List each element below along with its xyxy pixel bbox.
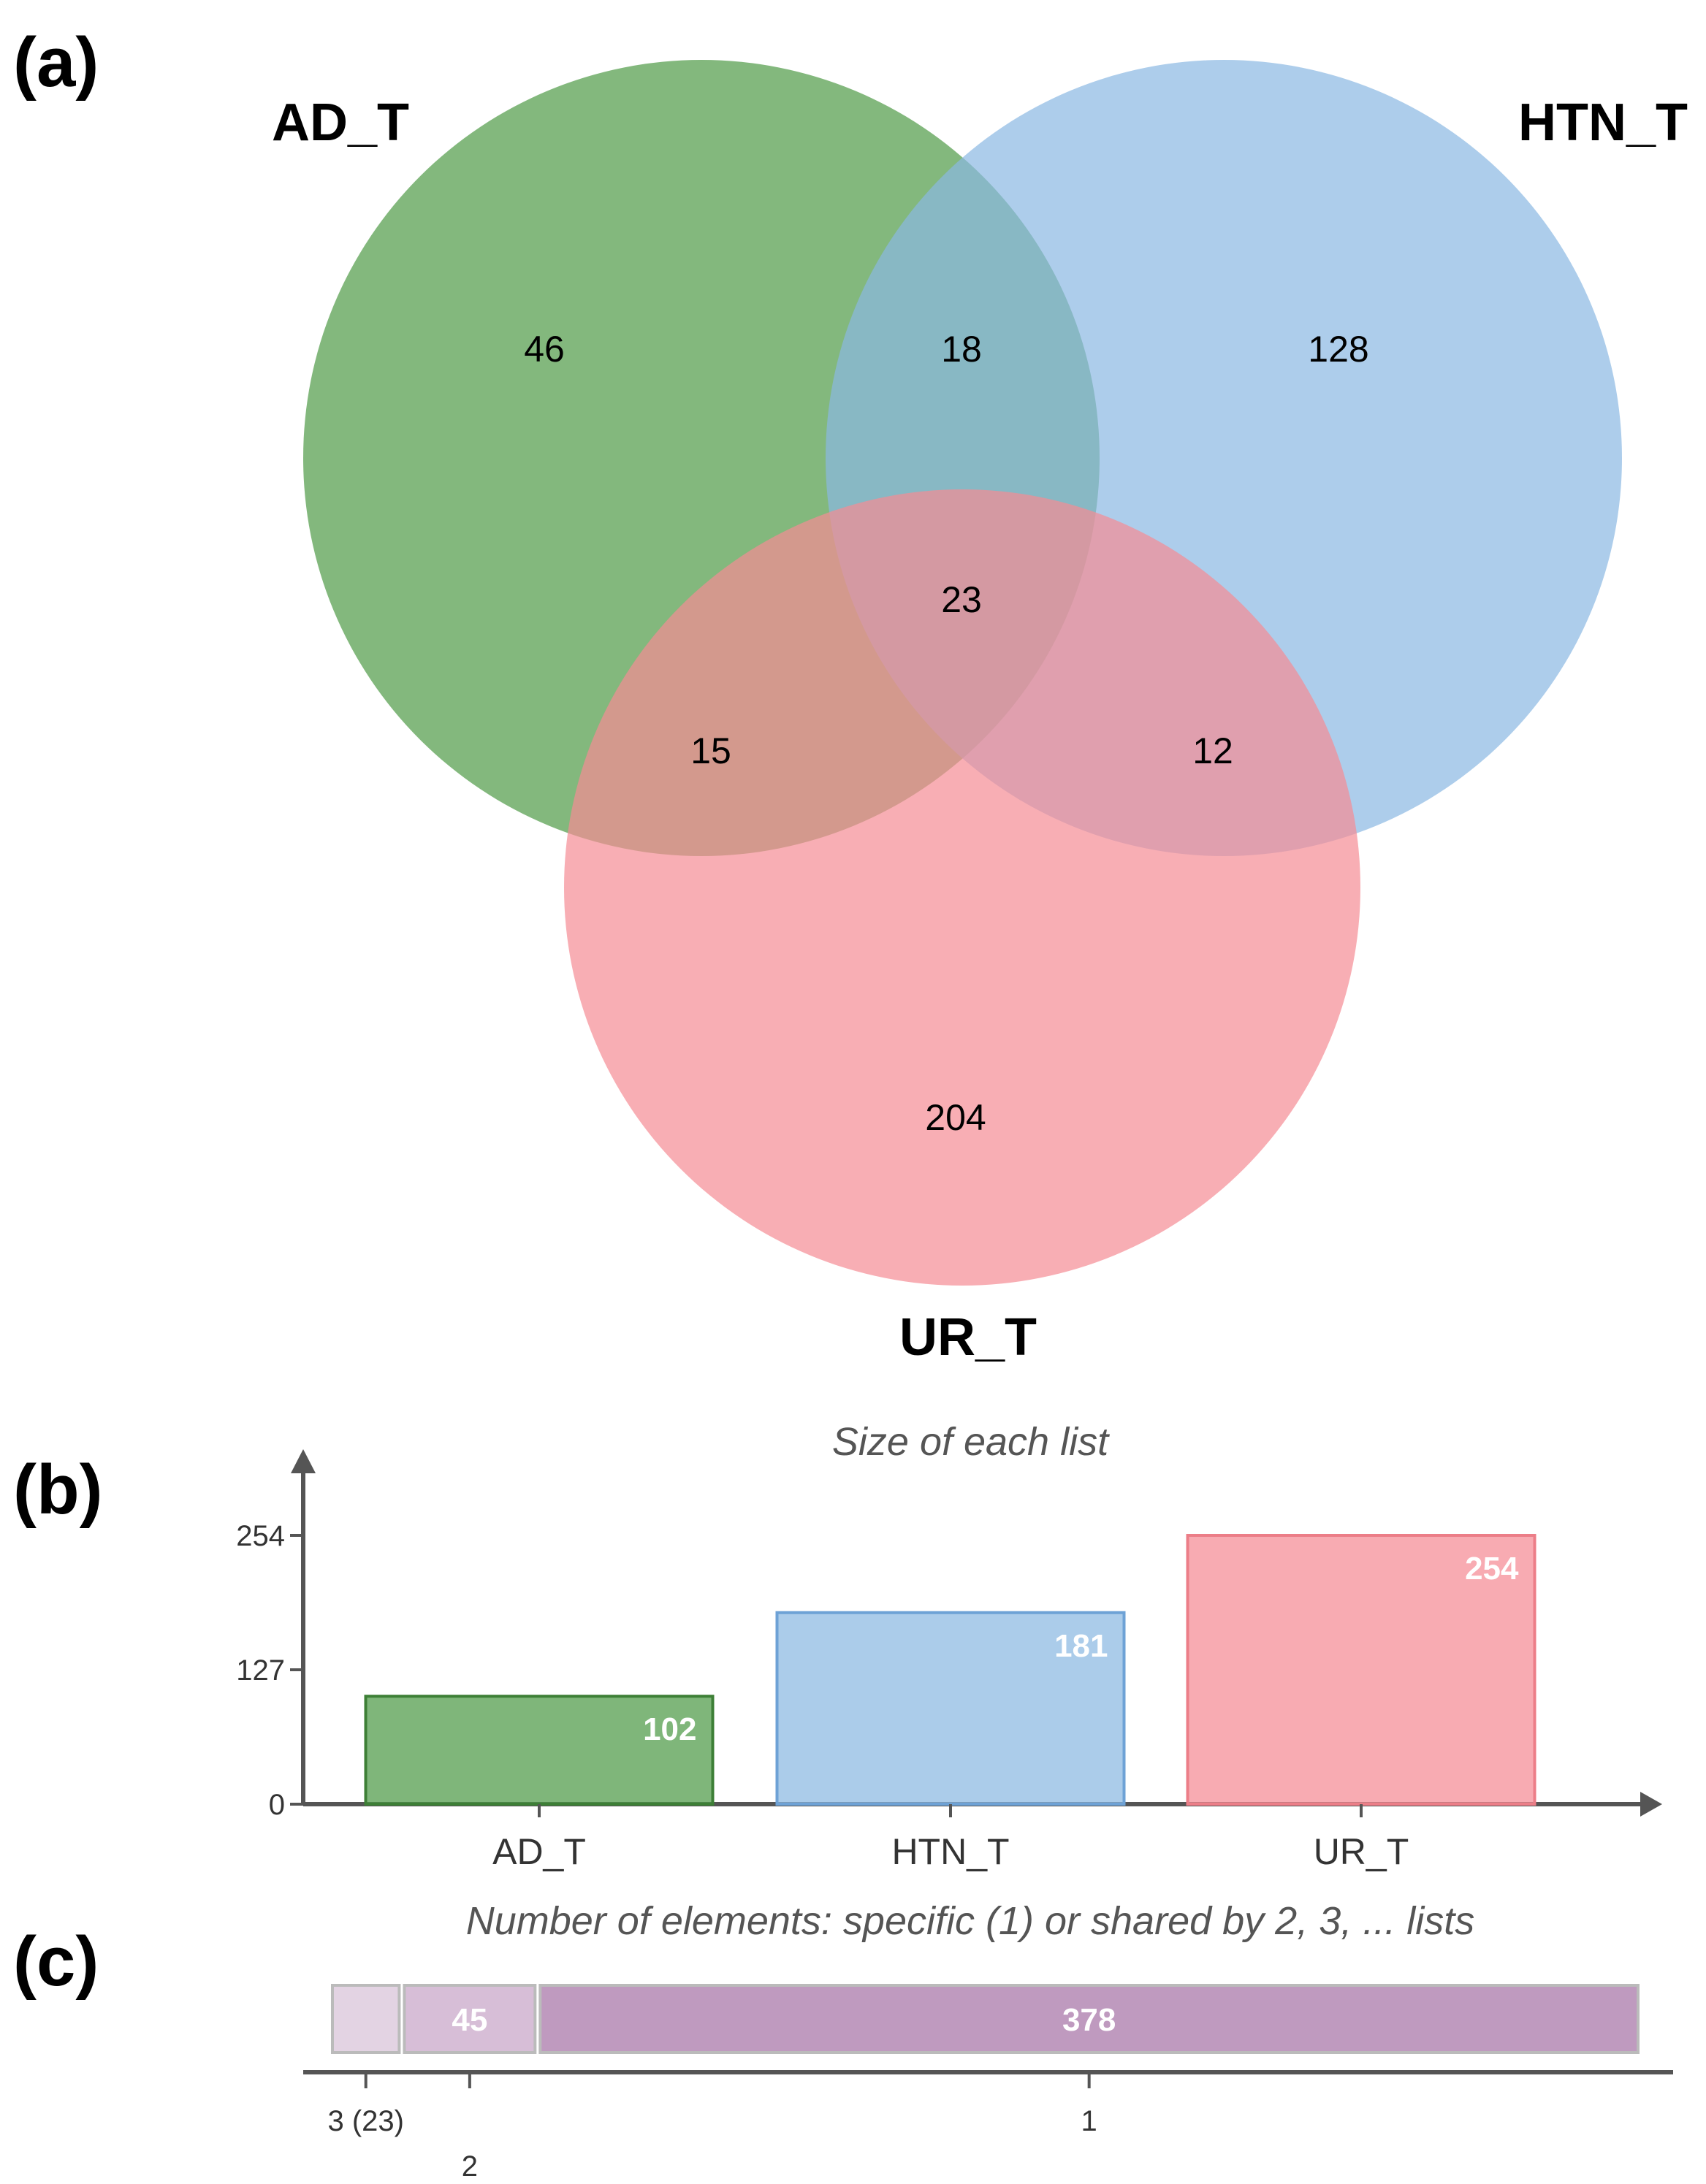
panel-label-c: (c) [13, 1923, 99, 2001]
panel-label-b: (b) [13, 1451, 103, 1529]
region-count-ad-ur: 15 [690, 730, 731, 771]
y-axis-arrow [291, 1449, 316, 1473]
list-size-panel: (b) Size of each list 0 127 254 102 AD_T 181 H… [13, 1420, 1662, 1872]
x-category-label: AD_T [492, 1831, 586, 1872]
segment-value-label: 378 [1062, 2002, 1116, 2038]
bar-value-label: 102 [643, 1711, 696, 1747]
region-count-htn-only: 128 [1308, 329, 1368, 370]
venn-circle-ur-t [564, 489, 1360, 1286]
set-label-ad-t: AD_T [272, 93, 409, 152]
segment-axis-label: 1 [1081, 2105, 1097, 2137]
distribution-title: Number of elements: specific (1) or shar… [466, 1899, 1475, 1943]
distribution-bar: 3 (23) 45 2 378 1 [303, 1984, 1673, 2183]
region-count-ad-only: 46 [524, 329, 565, 370]
segment-axis-label: 3 (23) [327, 2105, 404, 2137]
bar-value-label: 181 [1054, 1628, 1108, 1664]
bar-ad-t [364, 1695, 715, 1806]
x-axis-arrow [1640, 1792, 1662, 1817]
bar-chart-title: Size of each list [832, 1420, 1110, 1464]
region-count-all-three: 23 [941, 579, 982, 620]
venn-panel: (a) AD_T HTN_T UR_T 46 128 204 18 15 12 … [13, 23, 1688, 1367]
region-count-ur-only: 204 [925, 1097, 986, 1138]
bar-value-label: 254 [1465, 1551, 1519, 1587]
bar-htn-t [775, 1611, 1126, 1806]
region-count-ad-htn: 18 [941, 329, 982, 370]
region-count-htn-ur: 12 [1192, 730, 1233, 771]
segment-value-label: 45 [452, 2002, 487, 2038]
distribution-segment [403, 1984, 537, 2054]
x-category-label: HTN_T [891, 1831, 1009, 1872]
y-tick-label: 0 [269, 1789, 285, 1821]
x-category-label: UR_T [1314, 1831, 1409, 1872]
distribution-segment [538, 1984, 1640, 2054]
distribution-segment [331, 1984, 401, 2054]
segment-axis-label: 2 [462, 2150, 478, 2183]
y-tick-label: 127 [236, 1654, 285, 1687]
y-tick-label: 254 [236, 1520, 285, 1552]
set-label-htn-t: HTN_T [1518, 93, 1688, 152]
bar-chart: 0 127 254 102 AD_T 181 HTN_T 254 UR_T [236, 1449, 1662, 1872]
panel-label-a: (a) [13, 23, 99, 102]
sharing-distribution-panel: (c) Number of elements: specific (1) or … [13, 1899, 1673, 2183]
bar-ur-t [1186, 1534, 1536, 1806]
set-label-ur-t: UR_T [899, 1308, 1037, 1367]
